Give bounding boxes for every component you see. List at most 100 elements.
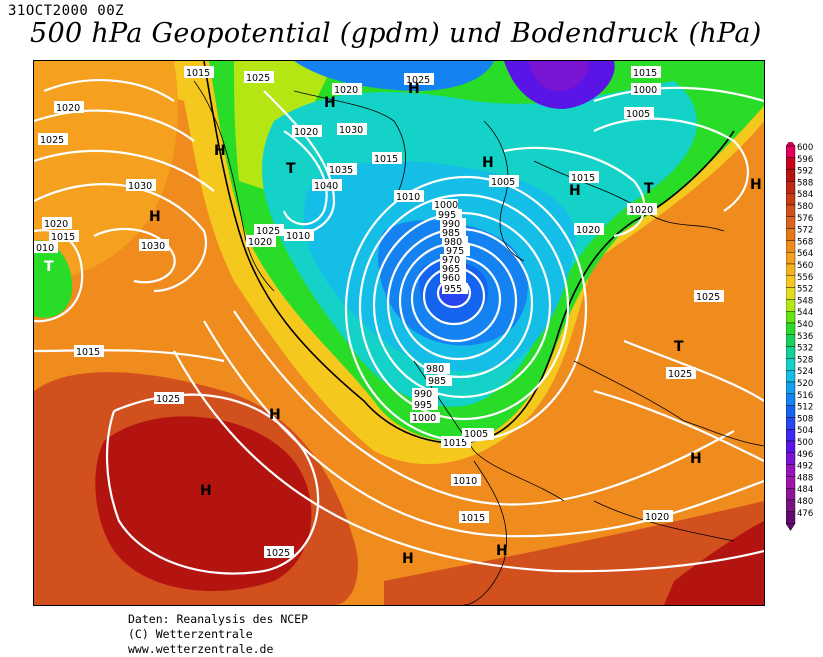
isobar-text: 1020 [645,512,669,523]
isobar-label: 1020 [292,125,322,138]
legend-swatch [785,157,796,170]
weather-map: 1015 1025 1020 1020 1025 1030 1035 1040 … [33,60,765,606]
isobar-label: 1025 [38,133,68,146]
isobar-text: 1015 [51,232,75,243]
legend-level-label: 528 [797,355,813,365]
legend-swatch [785,358,796,371]
isobar-label: 1020 [42,217,72,230]
isobar-text: 1040 [314,181,338,192]
field-darkred-se [664,521,764,605]
legend-swatch [785,488,796,501]
isobar-text: 985 [428,376,446,387]
legend-level-label: 524 [797,367,813,377]
isobar-text: 1010 [286,231,310,242]
legend-swatch [785,476,796,489]
legend-swatch [785,346,796,359]
isobar-label: 990 [440,218,466,230]
legend-swatch [785,511,796,524]
isobar-label: 1020 [54,101,84,114]
legend-swatch [785,429,796,442]
isobar-label: 1030 [139,239,169,252]
legend-arrow-bottom [785,523,796,532]
low-marker: T [44,259,54,275]
high-marker: H [569,183,581,199]
isobar-label: 1025 [404,73,434,86]
legend-level-label: 476 [797,509,813,519]
legend-level-label: 564 [797,249,813,259]
isobar-text: 1005 [491,177,515,188]
isobar-label: 1010 [451,474,481,487]
isobar-text: 1035 [329,165,353,176]
legend-level-label: 500 [797,438,813,448]
high-marker: H [496,543,508,559]
isobar-label: 1015 [74,345,104,358]
data-source-text: Daten: Reanalysis des NCEP [128,612,309,626]
isobar-label: 1025 [244,71,274,84]
legend-level-label: 504 [797,426,813,436]
legend-swatch [785,334,796,347]
isobar-text: 1005 [626,109,650,120]
isobar-label: 980 [424,363,450,375]
isobar-label: 1000 [432,199,458,211]
legend-level-label: 596 [797,155,813,165]
low-marker: T [674,339,684,355]
legend-swatch [785,169,796,182]
legend-level-label: 576 [797,214,813,224]
isobar-text: 1025 [696,292,720,303]
isobar-label: 1005 [462,428,492,440]
isobar-label: 970 [440,254,466,266]
legend-swatch [785,452,796,465]
legend-level-label: 480 [797,497,813,507]
isobar-text: 1020 [294,127,318,138]
legend-level-label: 600 [797,143,813,153]
isobar-text: 1010 [396,192,420,203]
legend-level-label: 556 [797,273,813,283]
legend-swatch [785,216,796,229]
isobar-text: 1020 [56,103,80,114]
isobar-label: 1000 [410,412,440,424]
isobar-label: 1040 [312,179,342,192]
legend-level-label: 560 [797,261,813,271]
isobar-label: 990 [412,388,438,400]
isobar-text: 010 [36,243,54,254]
low-marker: T [286,161,296,177]
legend-swatch [785,369,796,383]
legend-swatch [785,228,796,241]
coastlines [193,80,764,605]
isobar-text: 965 [442,264,460,275]
legend-level-label: 536 [797,332,813,342]
isobar-label: 1010 [284,229,314,242]
isobar-label: 960 [440,272,466,284]
isobar-text: 1020 [629,205,653,216]
isobar-text: 1010 [453,476,477,487]
field-violet-core [529,61,589,91]
legend-swatch [785,393,796,406]
isobar-label: 1000 [631,83,661,96]
legend-swatch [785,193,796,206]
high-marker: H [324,95,336,111]
legend-swatch [785,204,796,218]
legend-level-label: 540 [797,320,813,330]
high-marker: H [402,551,414,567]
isobar-text: 1015 [633,68,657,79]
legend-swatch [785,145,796,159]
legend-level-label: 520 [797,379,813,389]
legend-swatch [785,464,796,477]
isobar-label: 985 [440,227,466,239]
field-blue-north [294,61,494,91]
high-marker: H [750,177,762,193]
isobar-label: 1020 [246,235,276,248]
high-marker: H [214,143,226,159]
isobar-label: 1015 [631,66,661,79]
isobar-label: 1025 [694,290,724,303]
isobar-text: 1030 [141,241,165,252]
high-marker: H [269,407,281,423]
isobar-label: 965 [440,263,466,275]
isobar-text: 1025 [406,75,430,86]
isobar-text: 1020 [44,219,68,230]
isobar-labels: 1015 1025 1020 1020 1025 1030 1035 1040 … [34,66,724,559]
map-title: 500 hPa Geopotential (gpdm) und Bodendru… [30,18,762,49]
isobar-label: 1015 [49,230,79,243]
date-label: 31OCT2000 00Z [8,3,125,19]
legend-level-label: 512 [797,403,813,413]
